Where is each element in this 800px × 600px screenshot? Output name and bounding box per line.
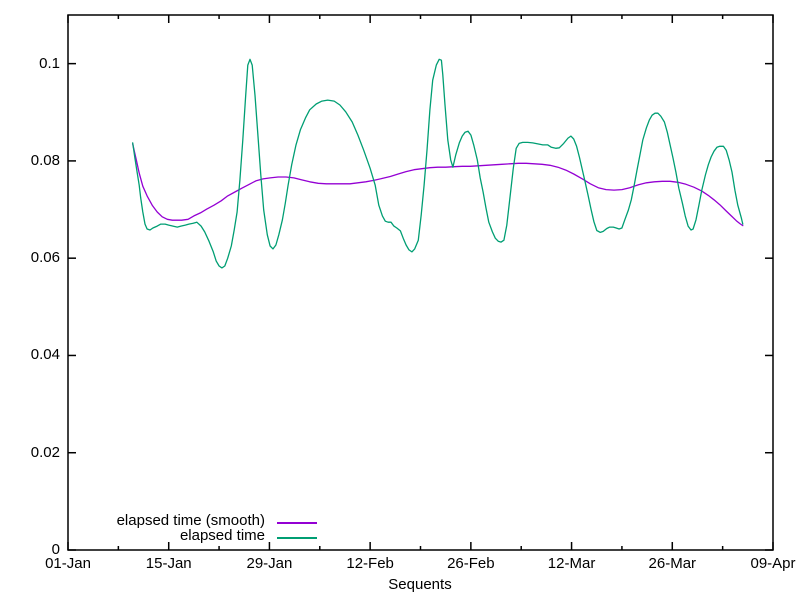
series-line-smooth [132,143,744,227]
y-tick-label: 0.06 [30,249,60,267]
legend-line-sample-smooth [277,522,317,524]
legend-label-raw: elapsed time [179,527,265,544]
series-line-elapsed [132,58,744,269]
x-tick-label: 26-Mar [648,555,697,572]
x-tick-label: 15-Jan [145,555,192,572]
y-tick-label: 0 [51,541,60,558]
x-axis-title: Sequents [388,576,452,593]
plot-border [67,14,774,551]
x-tick-label: 12-Feb [346,555,394,572]
y-tick-label: 0.04 [30,346,60,364]
y-tick-label: 0.02 [30,443,60,461]
legend-label-smooth: elapsed time (smooth) [116,512,265,529]
x-tick-label: 29-Jan [246,555,293,572]
y-tick-label: 0.1 [39,54,60,72]
x-tick-label: 01-Jan [45,555,91,572]
y-tick-label: 0.08 [30,151,60,169]
legend-line-sample-raw [277,537,317,539]
x-tick-label: 12-Mar [547,555,596,572]
x-tick-label: 09-Apr [750,555,796,572]
x-tick-label: 26-Feb [447,555,495,572]
